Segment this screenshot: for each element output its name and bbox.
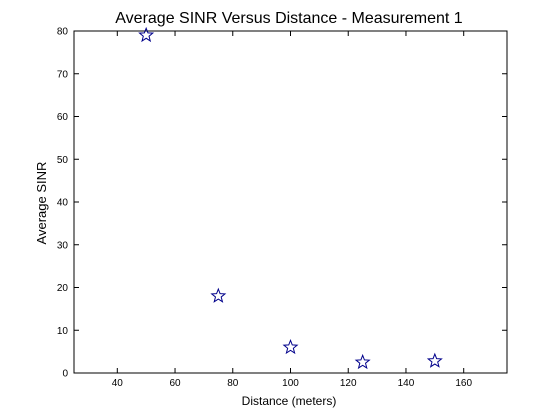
y-tick-label: 20 (57, 283, 69, 294)
axis-ticks: 40 60 80 100 120 140 160 0 10 20 30 40 50 60 70 80 (57, 27, 507, 389)
plot-area-frame (73, 30, 508, 374)
y-tick-label: 50 (57, 155, 69, 166)
x-tick-label: 120 (340, 378, 357, 389)
data-points (138, 26, 443, 370)
data-point-star (210, 287, 227, 303)
data-point-star (354, 353, 371, 370)
x-tick-label: 160 (455, 378, 472, 389)
y-tick-label: 80 (57, 27, 69, 38)
x-tick-label: 40 (112, 378, 124, 389)
x-tick-label: 80 (227, 378, 239, 389)
chart-title: Average SINR Versus Distance - Measureme… (115, 10, 463, 27)
data-point-star (282, 338, 299, 355)
y-axis-label: Average SINR (34, 162, 49, 245)
y-tick-label: 60 (57, 112, 69, 123)
y-tick-label: 70 (57, 69, 69, 80)
x-tick-label: 100 (282, 378, 299, 389)
x-axis-label: Distance (meters) (242, 394, 337, 408)
y-tick-label: 0 (62, 369, 68, 380)
x-tick-label: 140 (398, 378, 415, 389)
x-tick-label: 60 (169, 378, 181, 389)
y-tick-label: 40 (57, 198, 69, 209)
y-tick-label: 10 (57, 326, 69, 337)
data-point-star (426, 352, 443, 368)
y-tick-label: 30 (57, 240, 69, 251)
data-point-star (138, 26, 155, 43)
